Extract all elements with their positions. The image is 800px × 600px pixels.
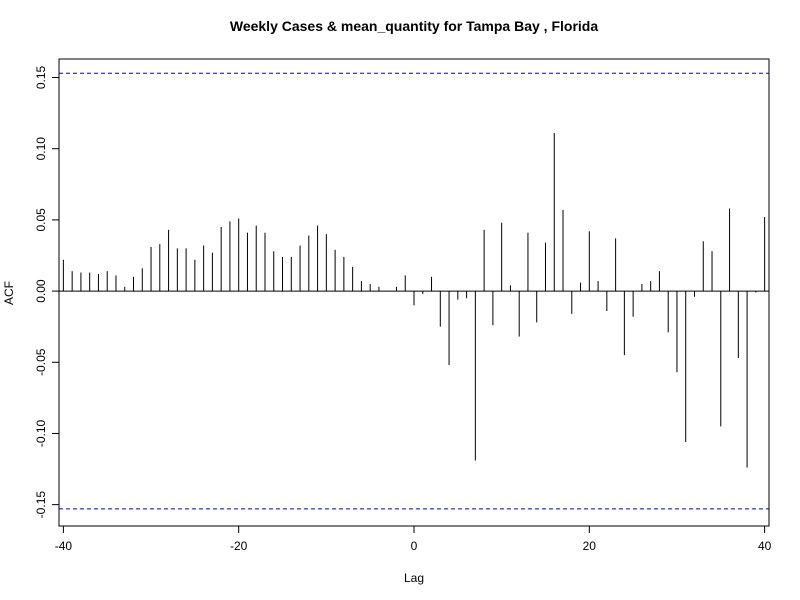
y-axis-label: ACF [2, 281, 16, 305]
x-tick-label: 20 [583, 539, 597, 553]
x-tick-label: -20 [230, 539, 248, 553]
y-tick-label: 0.10 [34, 137, 48, 161]
y-tick-label: 0.05 [34, 208, 48, 232]
x-axis: -40 -20 0 20 40 [55, 525, 772, 553]
acf-bars [62, 133, 766, 468]
y-tick-label: 0.15 [34, 66, 48, 90]
y-tick-label: -0.15 [34, 491, 48, 519]
y-tick-label: -0.05 [34, 348, 48, 376]
y-axis: -0.15 -0.10 -0.05 0.00 0.05 0.10 0.15 [34, 66, 60, 519]
x-axis-label: Lag [404, 571, 424, 585]
confidence-bounds [59, 72, 769, 510]
y-tick-label: -0.10 [34, 419, 48, 447]
x-tick-label: 0 [411, 539, 418, 553]
x-tick-label: -40 [55, 539, 73, 553]
x-tick-label: 40 [758, 539, 772, 553]
y-tick-label: 0.00 [34, 279, 48, 303]
chart-title: Weekly Cases & mean_quantity for Tampa B… [230, 18, 598, 34]
